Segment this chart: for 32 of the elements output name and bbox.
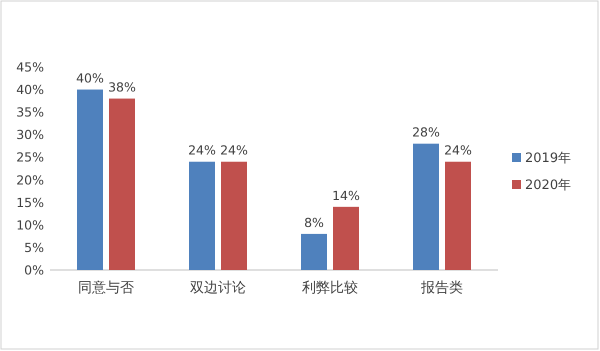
text: 24% bbox=[444, 142, 472, 158]
x-tick-label: 利弊比较 bbox=[302, 280, 358, 296]
y-tick-label: 15% bbox=[16, 194, 44, 210]
text: 28% bbox=[412, 124, 440, 140]
bar bbox=[445, 162, 471, 270]
y-tick-label: 40% bbox=[16, 82, 44, 98]
y-tick-label: 35% bbox=[16, 104, 44, 120]
bar bbox=[413, 144, 439, 270]
legend-label: 2020年 bbox=[525, 178, 572, 193]
text: 24% bbox=[188, 142, 216, 158]
bar bbox=[77, 90, 103, 270]
text: 40% bbox=[76, 70, 104, 86]
text: 38% bbox=[108, 80, 136, 95]
y-tick-label: 0% bbox=[24, 262, 44, 278]
y-tick-label: 45% bbox=[16, 60, 44, 74]
y-tick-label: 5% bbox=[24, 240, 44, 255]
y-tick-label: 30% bbox=[16, 127, 44, 142]
text: 14% bbox=[332, 188, 360, 203]
bar bbox=[189, 162, 215, 270]
y-tick-label: 20% bbox=[16, 172, 44, 188]
bar bbox=[333, 206, 359, 270]
x-tick-label: 同意与否 bbox=[78, 280, 134, 296]
y-tick-label: 10% bbox=[16, 217, 44, 232]
bar bbox=[301, 234, 327, 270]
text: 24% bbox=[220, 142, 248, 158]
bar bbox=[221, 162, 247, 270]
bar bbox=[109, 98, 135, 270]
y-tick-label: 25% bbox=[16, 150, 44, 165]
legend-label: 2019年 bbox=[525, 151, 572, 166]
x-tick-label: 双边讨论 bbox=[190, 280, 246, 296]
x-tick-label: 报告类 bbox=[420, 280, 463, 296]
text: 8% bbox=[304, 214, 324, 230]
